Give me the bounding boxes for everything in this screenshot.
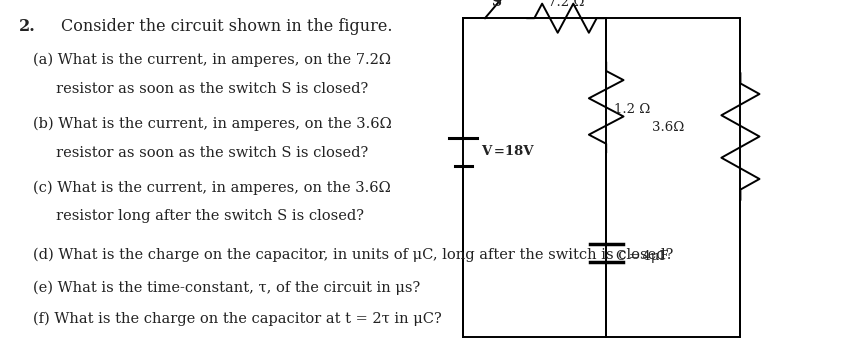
Text: 7.2 Ω: 7.2 Ω: [548, 0, 585, 9]
Text: S: S: [491, 0, 501, 9]
Text: (e) What is the time-constant, τ, of the circuit in μs?: (e) What is the time-constant, τ, of the…: [33, 280, 420, 295]
Text: 1.2 Ω: 1.2 Ω: [614, 103, 650, 116]
Text: (f) What is the charge on the capacitor at t = 2τ in μC?: (f) What is the charge on the capacitor …: [33, 311, 442, 326]
Text: V =18V: V =18V: [481, 146, 534, 158]
Text: resistor long after the switch S is closed?: resistor long after the switch S is clos…: [33, 209, 364, 223]
Text: C = 4μF: C = 4μF: [616, 250, 669, 263]
Text: Consider the circuit shown in the figure.: Consider the circuit shown in the figure…: [61, 18, 392, 35]
Text: (a) What is the current, in amperes, on the 7.2Ω: (a) What is the current, in amperes, on …: [33, 53, 391, 67]
Text: (b) What is the current, in amperes, on the 3.6Ω: (b) What is the current, in amperes, on …: [33, 116, 391, 131]
Text: 3.6Ω: 3.6Ω: [652, 121, 684, 134]
Text: 2.: 2.: [19, 18, 36, 35]
Text: (c) What is the current, in amperes, on the 3.6Ω: (c) What is the current, in amperes, on …: [33, 180, 391, 195]
Text: resistor as soon as the switch S is closed?: resistor as soon as the switch S is clos…: [33, 82, 368, 96]
Text: resistor as soon as the switch S is closed?: resistor as soon as the switch S is clos…: [33, 146, 368, 159]
Text: (d) What is the charge on the capacitor, in units of μC, long after the switch i: (d) What is the charge on the capacitor,…: [33, 248, 673, 262]
